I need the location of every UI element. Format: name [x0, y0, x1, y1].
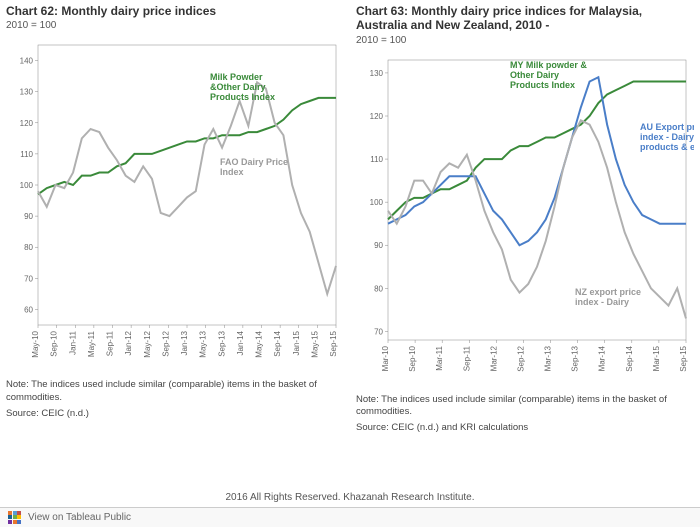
- tableau-link[interactable]: View on Tableau Public: [28, 512, 131, 523]
- svg-text:Jan-14: Jan-14: [236, 331, 245, 356]
- chart-63-note: Note: The indices used include similar (…: [356, 394, 694, 419]
- svg-text:Sep-12: Sep-12: [161, 331, 170, 357]
- chart-62-note: Note: The indices used include similar (…: [6, 379, 344, 404]
- svg-text:Sep-14: Sep-14: [273, 331, 282, 357]
- svg-text:Sep-10: Sep-10: [50, 331, 59, 357]
- svg-text:May-11: May-11: [87, 331, 96, 358]
- svg-text:Sep-13: Sep-13: [217, 331, 226, 357]
- svg-text:130: 130: [370, 69, 384, 78]
- svg-text:120: 120: [20, 119, 34, 128]
- chart-62-source: Source: CEIC (n.d.): [6, 408, 344, 420]
- chart-62-subtitle: 2010 = 100: [6, 20, 344, 31]
- svg-text:60: 60: [24, 306, 33, 315]
- svg-text:MY Milk powder &: MY Milk powder &: [510, 60, 587, 70]
- footer-copyright: 2016 All Rights Reserved. Khazanah Resea…: [0, 492, 700, 503]
- tableau-bar: View on Tableau Public: [0, 507, 700, 527]
- svg-text:May-15: May-15: [310, 331, 319, 358]
- svg-text:100: 100: [370, 198, 384, 207]
- svg-text:Mar-15: Mar-15: [652, 345, 661, 371]
- tableau-logo-icon: [8, 511, 22, 525]
- svg-text:&Other Dairy: &Other Dairy: [210, 82, 266, 92]
- svg-text:Jan-12: Jan-12: [124, 331, 133, 356]
- svg-text:Jan-13: Jan-13: [180, 331, 189, 356]
- svg-text:Mar-13: Mar-13: [544, 345, 553, 371]
- chart-63-svg: 70 80 90 100 110 120 130 Mar-10 Sep-10 Mar-11 Sep-…: [356, 50, 694, 390]
- svg-text:Sep-14: Sep-14: [625, 345, 634, 371]
- svg-text:Sep-15: Sep-15: [679, 345, 688, 371]
- chart-63-title: Chart 63: Monthly dairy price indices fo…: [356, 4, 694, 33]
- svg-text:Mar-12: Mar-12: [489, 345, 498, 371]
- svg-text:90: 90: [24, 213, 33, 222]
- svg-text:Milk Powder: Milk Powder: [210, 72, 263, 82]
- svg-text:May-12: May-12: [143, 331, 152, 358]
- svg-text:May-14: May-14: [255, 331, 264, 358]
- svg-text:Other Dairy: Other Dairy: [510, 70, 559, 80]
- svg-text:Products Index: Products Index: [210, 92, 275, 102]
- svg-text:70: 70: [374, 327, 383, 336]
- svg-text:Mar-11: Mar-11: [435, 345, 444, 370]
- svg-text:80: 80: [374, 284, 383, 293]
- chart-62-svg: 60 70 80 90 100 110 120 130 140 May-10 Sep-10 Jan-1…: [6, 35, 344, 375]
- chart-63-subtitle: 2010 = 100: [356, 35, 694, 46]
- svg-text:110: 110: [20, 150, 33, 159]
- svg-text:130: 130: [20, 88, 34, 97]
- chart-62-title: Chart 62: Monthly dairy price indices: [6, 4, 344, 18]
- svg-text:index - Dairy: index - Dairy: [640, 132, 694, 142]
- svg-text:Sep-13: Sep-13: [571, 345, 580, 371]
- svg-text:70: 70: [24, 275, 33, 284]
- chart-63-source: Source: CEIC (n.d.) and KRI calculations: [356, 422, 694, 434]
- svg-text:90: 90: [374, 241, 383, 250]
- svg-text:FAO Dairy Price: FAO Dairy Price: [220, 157, 288, 167]
- svg-text:Index: Index: [220, 167, 244, 177]
- chart-63-area: 70 80 90 100 110 120 130 Mar-10 Sep-10 Mar-11 Sep-…: [356, 50, 694, 390]
- svg-text:80: 80: [24, 244, 33, 253]
- svg-text:Sep-11: Sep-11: [462, 345, 471, 371]
- svg-text:May-13: May-13: [199, 331, 208, 358]
- svg-text:Mar-14: Mar-14: [598, 345, 607, 371]
- chart-62-panel: Chart 62: Monthly dairy price indices 20…: [0, 0, 350, 439]
- svg-text:Sep-12: Sep-12: [516, 345, 525, 371]
- svg-text:Jan-15: Jan-15: [292, 331, 301, 356]
- svg-text:120: 120: [370, 112, 384, 121]
- svg-text:Mar-10: Mar-10: [381, 345, 390, 371]
- svg-text:AU Export price: AU Export price: [640, 122, 694, 132]
- svg-text:Sep-10: Sep-10: [408, 345, 417, 371]
- svg-text:Products Index: Products Index: [510, 80, 575, 90]
- svg-text:NZ export price: NZ export price: [575, 287, 641, 297]
- svg-text:Jan-11: Jan-11: [68, 331, 77, 355]
- chart-62-area: 60 70 80 90 100 110 120 130 140 May-10 Sep-10 Jan-1…: [6, 35, 344, 375]
- svg-text:110: 110: [370, 155, 383, 164]
- svg-text:Sep-15: Sep-15: [329, 331, 338, 357]
- svg-text:100: 100: [20, 181, 34, 190]
- chart-63-panel: Chart 63: Monthly dairy price indices fo…: [350, 0, 700, 439]
- svg-text:products & eggs: products & eggs: [640, 142, 694, 152]
- svg-text:Sep-11: Sep-11: [106, 331, 115, 357]
- svg-text:140: 140: [20, 57, 34, 66]
- svg-text:May-10: May-10: [31, 331, 40, 358]
- svg-text:index - Dairy: index - Dairy: [575, 297, 629, 307]
